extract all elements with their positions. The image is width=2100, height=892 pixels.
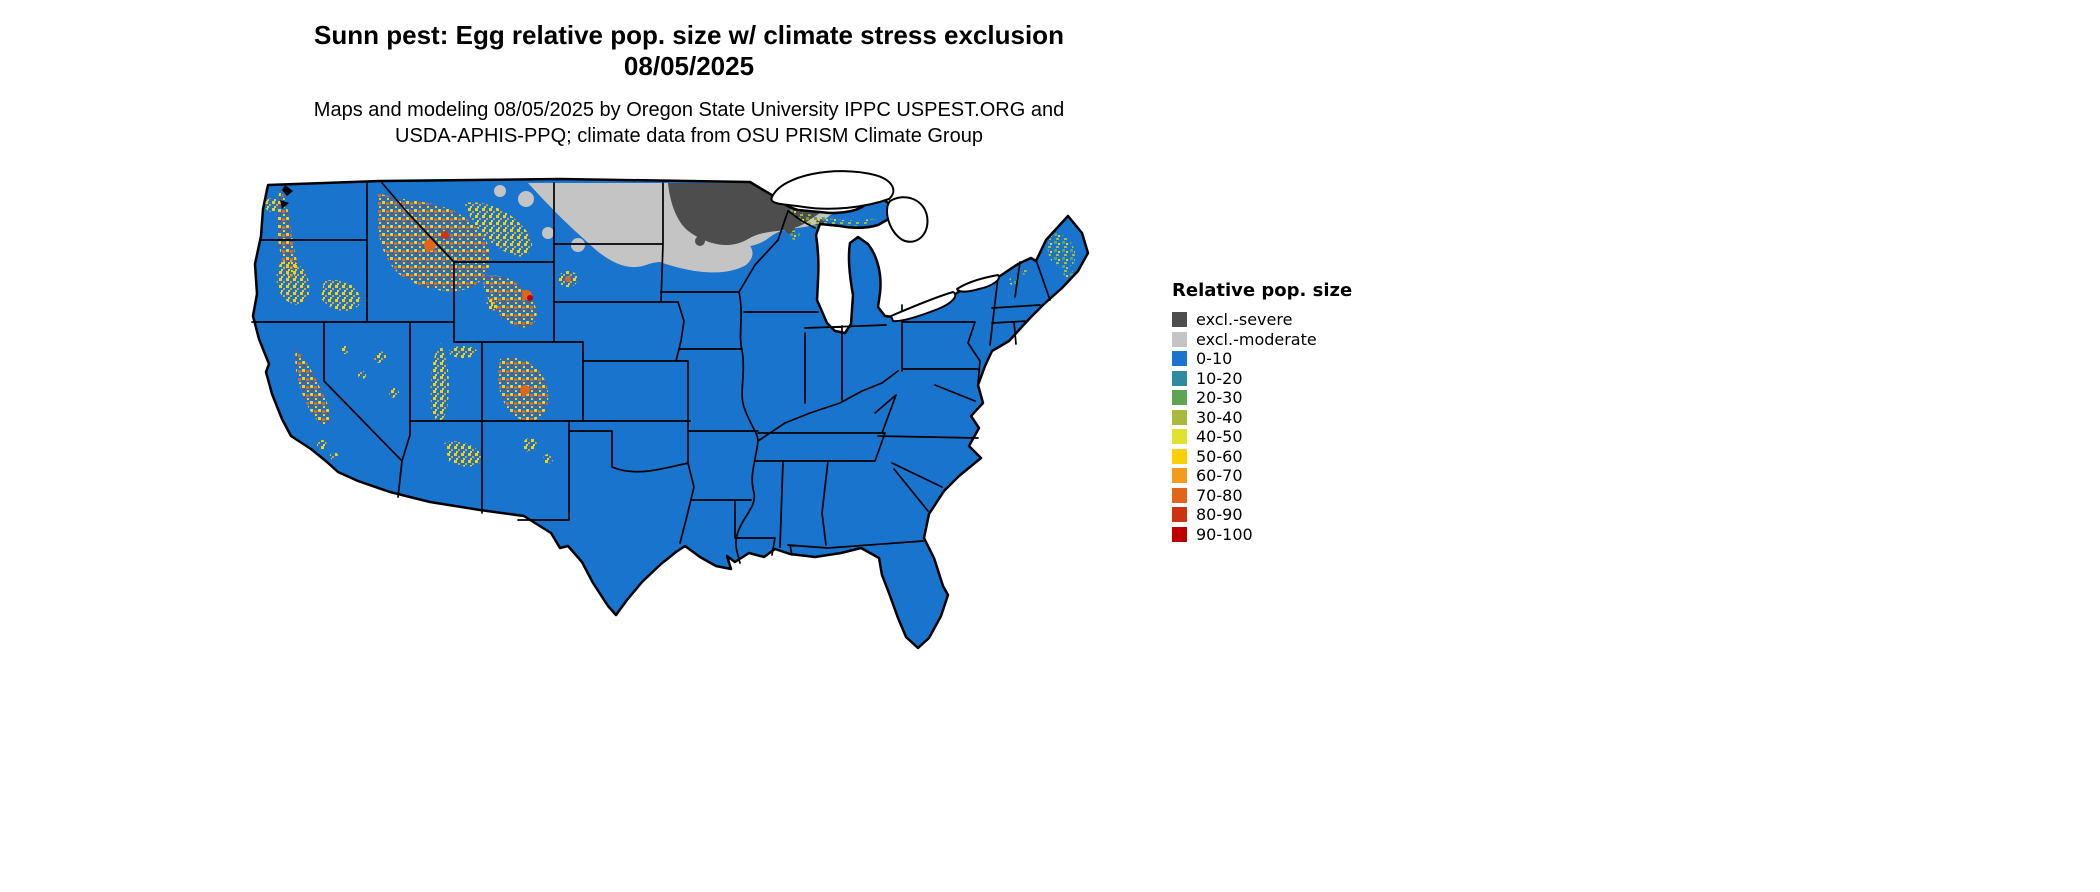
state-borders — [251, 182, 1051, 564]
legend-label: 0-10 — [1196, 349, 1233, 369]
map-title: Sunn pest: Egg relative pop. size w/ cli… — [314, 20, 1064, 50]
figure-header: Sunn pest: Egg relative pop. size w/ cli… — [0, 20, 1378, 149]
legend-item: 50-60 — [1172, 447, 1352, 467]
legend-swatch — [1172, 507, 1187, 523]
legend-label: excl.-severe — [1196, 310, 1293, 330]
mountain-moderate-population-speckles — [265, 198, 578, 467]
legend-items: excl.-severe excl.-moderate 0-10 10-20 20-30… — [1172, 310, 1352, 544]
legend-item: 70-80 — [1172, 486, 1352, 506]
legend-label: 50-60 — [1196, 446, 1243, 466]
legend-label: 70-80 — [1196, 485, 1243, 505]
legend-item: 30-40 — [1172, 408, 1352, 428]
map-credits-line1: Maps and modeling 08/05/2025 by Oregon S… — [313, 99, 1065, 121]
legend-swatch — [1172, 409, 1187, 425]
legend-item: excl.-severe — [1172, 310, 1352, 330]
legend-label: 90-100 — [1196, 524, 1253, 544]
legend-item: 80-90 — [1172, 505, 1352, 525]
legend-swatch — [1172, 429, 1187, 445]
legend-label: 10-20 — [1196, 368, 1243, 388]
map-credits-line2: USDA-APHIS-PPQ; climate data from OSU PR… — [395, 125, 983, 147]
map-credits: Maps and modeling 08/05/2025 by Oregon S… — [0, 97, 1378, 149]
legend-item: 60-70 — [1172, 466, 1352, 486]
legend-label: 80-90 — [1196, 505, 1243, 525]
legend-item: 10-20 — [1172, 369, 1352, 389]
legend-title: Relative pop. size — [1172, 280, 1353, 301]
legend-label: 20-30 — [1196, 388, 1243, 408]
legend-swatch — [1172, 448, 1187, 464]
legend-label: 40-50 — [1196, 427, 1243, 447]
puget-sound-islands — [280, 185, 293, 209]
legend-swatch — [1172, 331, 1187, 347]
legend: Relative pop. size excl.-severe excl.-mod… — [1172, 280, 1352, 544]
legend-item: excl.-moderate — [1172, 330, 1352, 350]
great-lakes — [770, 170, 1000, 323]
map-date: 08/05/2025 — [623, 51, 755, 81]
legend-swatch — [1172, 370, 1187, 386]
lake-superior — [770, 170, 895, 210]
legend-item: 40-50 — [1172, 427, 1352, 447]
legend-swatch — [1172, 468, 1187, 484]
legend-item: 0-10 — [1172, 349, 1352, 369]
lake-huron — [886, 196, 929, 243]
legend-label: 60-70 — [1196, 466, 1243, 486]
legend-swatch — [1172, 351, 1187, 367]
legend-label: excl.-moderate — [1196, 329, 1317, 349]
lake-ontario — [956, 274, 1000, 293]
high-value-hotspots — [424, 231, 571, 395]
legend-item: 20-30 — [1172, 388, 1352, 408]
legend-swatch — [1172, 526, 1187, 542]
legend-label: 30-40 — [1196, 407, 1243, 427]
lake-erie — [890, 291, 957, 323]
northeast-green-speckles — [790, 209, 1076, 285]
us-map — [251, 170, 1090, 650]
legend-item: 90-100 — [1172, 525, 1352, 545]
legend-swatch — [1172, 312, 1187, 328]
legend-swatch — [1172, 390, 1187, 406]
legend-swatch — [1172, 487, 1187, 503]
